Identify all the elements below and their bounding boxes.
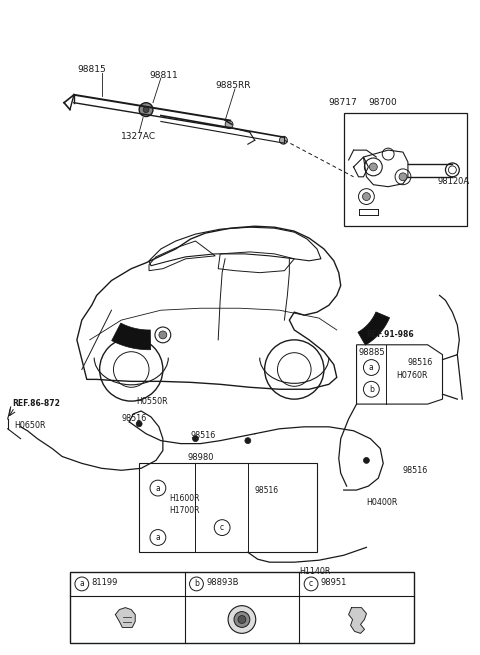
Text: 98717: 98717 (329, 98, 358, 107)
Text: 98516: 98516 (121, 414, 146, 423)
Circle shape (362, 193, 371, 200)
Circle shape (143, 107, 149, 113)
Polygon shape (348, 608, 366, 633)
Text: 98980: 98980 (187, 453, 214, 462)
Polygon shape (112, 323, 151, 350)
Text: 98885: 98885 (359, 348, 385, 357)
Circle shape (234, 612, 250, 627)
Text: 1327AC: 1327AC (121, 132, 156, 141)
Text: H0550R: H0550R (136, 397, 168, 406)
Circle shape (238, 616, 246, 624)
Text: 98516: 98516 (408, 358, 433, 367)
Text: a: a (156, 483, 160, 493)
Bar (70, 572, 414, 643)
Bar (139, 463, 317, 552)
Text: 81199: 81199 (92, 578, 118, 587)
Text: H0760R: H0760R (396, 371, 428, 381)
Text: 98516: 98516 (403, 466, 428, 476)
Text: c: c (309, 580, 313, 588)
Text: 9885RR: 9885RR (215, 81, 251, 90)
Text: 98951: 98951 (321, 578, 348, 587)
Text: 98893B: 98893B (206, 578, 239, 587)
Circle shape (139, 103, 153, 117)
Text: H0650R: H0650R (14, 421, 46, 430)
Circle shape (279, 136, 288, 144)
Polygon shape (115, 608, 135, 627)
Text: 98516: 98516 (191, 431, 216, 440)
Circle shape (159, 331, 167, 339)
Circle shape (245, 438, 251, 443)
Text: 98815: 98815 (77, 65, 106, 74)
Text: b: b (194, 580, 199, 588)
Text: c: c (220, 523, 224, 532)
Circle shape (225, 121, 233, 128)
Text: 98811: 98811 (149, 71, 178, 80)
Bar (344, 113, 467, 226)
Circle shape (136, 421, 142, 427)
Text: 98700: 98700 (368, 98, 397, 107)
Text: 98516: 98516 (255, 486, 279, 495)
Circle shape (370, 163, 377, 171)
Circle shape (363, 457, 370, 463)
Circle shape (399, 173, 407, 181)
Text: a: a (80, 580, 84, 588)
Text: REF.91-986: REF.91-986 (366, 330, 414, 339)
Text: b: b (369, 384, 374, 394)
Polygon shape (358, 312, 390, 345)
Text: REF.86-872: REF.86-872 (12, 399, 60, 408)
Text: H1600R: H1600R (169, 494, 199, 503)
Circle shape (192, 436, 198, 441)
Circle shape (228, 606, 256, 633)
Text: H0400R: H0400R (366, 498, 398, 507)
Text: a: a (156, 533, 160, 542)
Text: a: a (369, 363, 374, 372)
Text: 98120A: 98120A (438, 177, 470, 186)
Text: H1140R: H1140R (299, 567, 331, 576)
Text: H1700R: H1700R (169, 506, 199, 515)
